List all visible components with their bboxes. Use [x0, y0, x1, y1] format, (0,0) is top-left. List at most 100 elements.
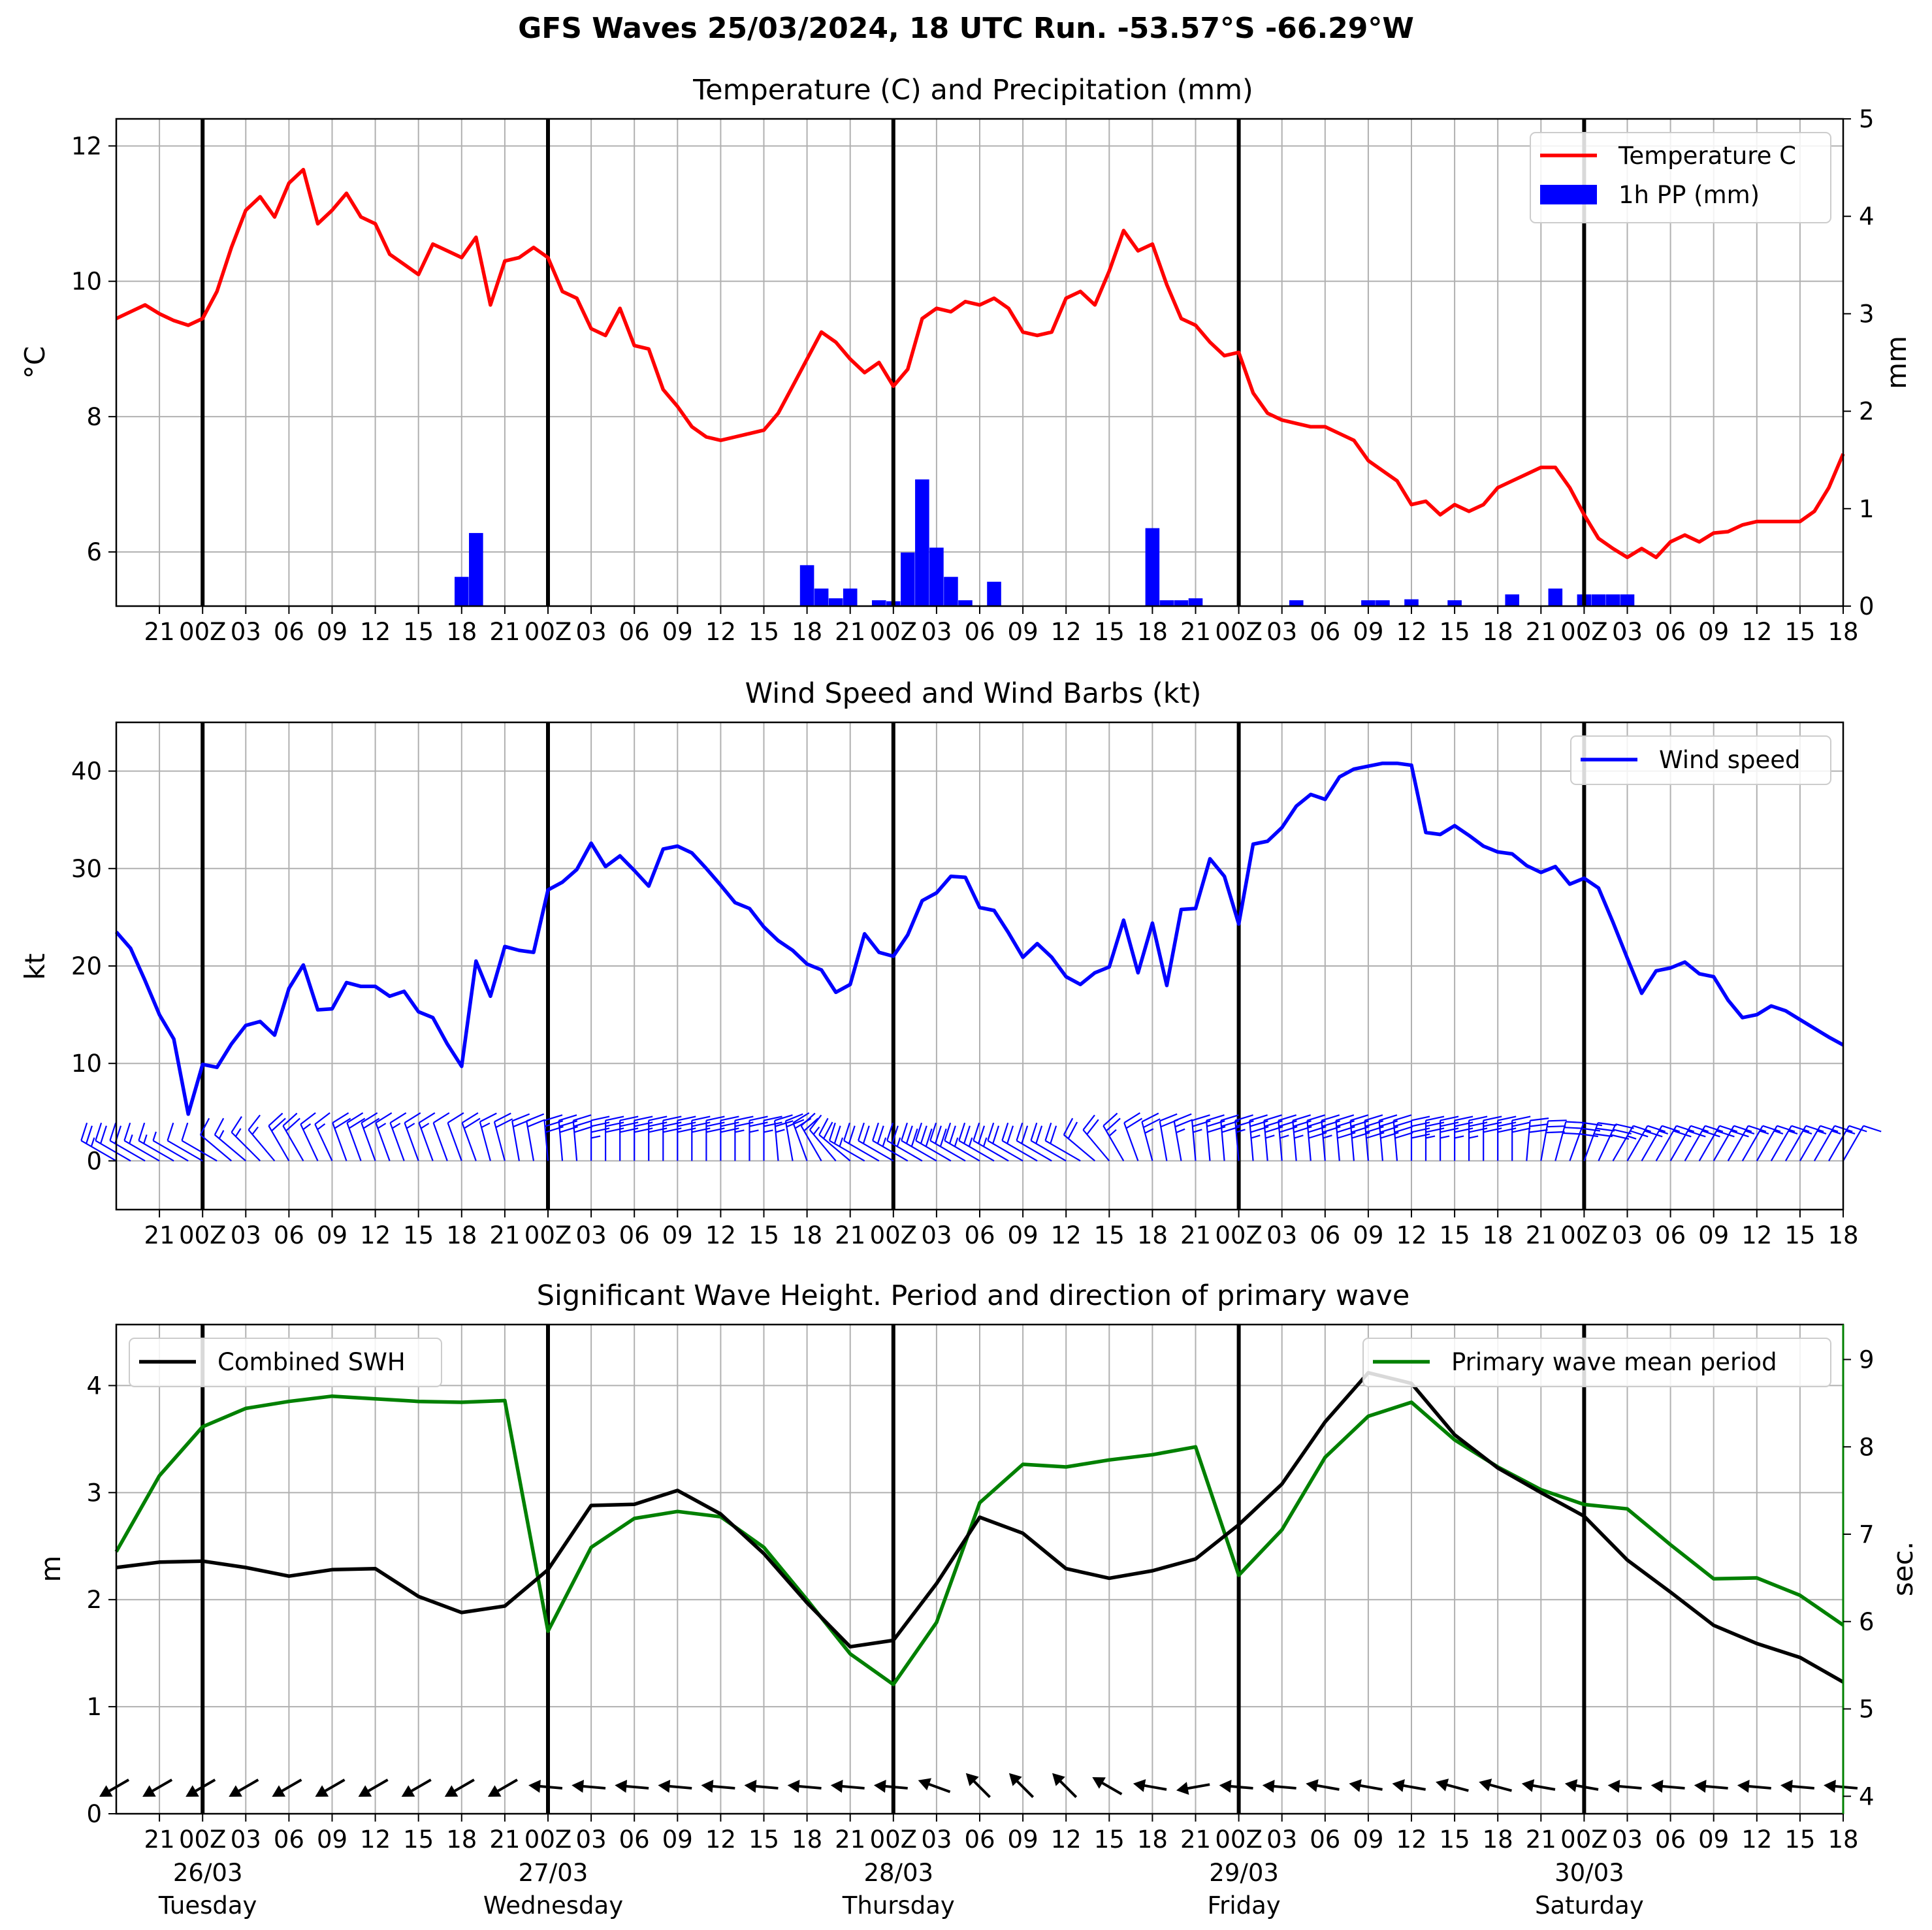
x-tick-label: 00Z: [1560, 1825, 1607, 1854]
wind-barb-shaft: [987, 1122, 1023, 1162]
x-tick-label: 21: [835, 1221, 865, 1249]
x-tick-label: 03: [1612, 618, 1643, 646]
wind-barb: [958, 1122, 995, 1162]
precip-bar: [987, 581, 1001, 606]
x-tick-label: 03: [576, 1221, 607, 1249]
x-tick-label: 12: [705, 1221, 736, 1249]
wind-barb: [1655, 1125, 1695, 1161]
wind-barb: [1554, 1121, 1585, 1161]
y-axis-label: °C: [19, 346, 51, 379]
wind-barb: [152, 1131, 189, 1162]
wind-barb: [1103, 1112, 1125, 1161]
wind-barb-shaft: [1364, 1114, 1385, 1161]
wave-direction-arrow: [1092, 1777, 1123, 1795]
wind-barb-shaft: [432, 1112, 450, 1161]
arrow-head: [272, 1785, 285, 1797]
wind-barb-shaft: [95, 1122, 131, 1162]
x-tick-label: 15: [403, 1825, 434, 1854]
x-tick-label: 15: [1094, 1221, 1125, 1249]
y-tick-label: 6: [86, 538, 102, 566]
x-tick-label: 21: [489, 1825, 520, 1854]
wind-barb-shaft: [1220, 1114, 1240, 1161]
wind-barb: [858, 1122, 894, 1162]
wind-barb-shaft: [231, 1116, 261, 1162]
wind-barb: [346, 1112, 366, 1161]
wind-barb-shaft: [1454, 1116, 1473, 1161]
wave-direction-arrow: [830, 1780, 865, 1793]
x-tick-label: 09: [1353, 1221, 1383, 1249]
precip-bar: [1447, 600, 1462, 606]
wind-barb-shaft: [809, 1114, 837, 1162]
wind-barb: [1727, 1125, 1767, 1161]
wind-barb-shaft: [199, 1118, 233, 1162]
wave-direction-arrow: [965, 1773, 991, 1798]
x-day-label: Tuesday: [158, 1891, 257, 1920]
y2-tick-label: 5: [1859, 1696, 1875, 1724]
wind-barb: [1454, 1116, 1473, 1161]
wind-barb: [1249, 1114, 1269, 1161]
x-tick-label: 03: [576, 618, 607, 646]
wind-barb-shaft: [1756, 1125, 1795, 1161]
x-tick-label: 03: [921, 618, 952, 646]
wind-barb-shaft: [944, 1122, 980, 1162]
wind-barb-shaft: [558, 1114, 578, 1161]
y2-tick-label: 3: [1859, 300, 1875, 328]
wind-barb: [929, 1122, 966, 1162]
wind-barb-shaft: [973, 1122, 1009, 1162]
x-tick-label: 09: [1008, 618, 1038, 646]
wind-barb: [404, 1112, 421, 1161]
wind-barb-shaft: [479, 1112, 497, 1161]
wind-barb-shaft: [1598, 1123, 1634, 1161]
x-tick-label: 15: [749, 1221, 779, 1249]
x-tick-label: 09: [662, 618, 693, 646]
wind-barb-shaft: [447, 1112, 464, 1161]
wind-barb: [1191, 1114, 1211, 1161]
x-date-label: 29/03: [1209, 1859, 1279, 1887]
wave-direction-arrow: [1521, 1779, 1556, 1792]
y-tick-label: 12: [71, 132, 102, 160]
y-tick-label: 30: [71, 855, 102, 883]
wind-barb: [361, 1112, 380, 1161]
wind-barb: [800, 1112, 822, 1161]
wind-barb-shaft: [929, 1122, 966, 1162]
wind-barb: [1843, 1125, 1882, 1161]
wind-barb-shaft: [1206, 1114, 1226, 1161]
wind-barb: [872, 1122, 909, 1162]
wave-direction-arrow: [787, 1780, 822, 1793]
precip-bar: [944, 577, 958, 606]
wind-barb: [901, 1122, 937, 1162]
wind-barb: [1278, 1114, 1298, 1161]
wind-barb-shaft: [605, 1116, 624, 1161]
panel-title: Temperature (C) and Precipitation (mm): [692, 74, 1253, 106]
x-tick-label: 06: [1655, 1221, 1686, 1249]
arrow-head: [1650, 1780, 1664, 1793]
wind-barb-shaft: [1393, 1114, 1413, 1161]
wave-direction-arrow: [615, 1780, 649, 1793]
x-tick-label: 12: [1396, 1221, 1426, 1249]
x-tick-label: 12: [1051, 618, 1082, 646]
x-tick-label: 15: [403, 1221, 434, 1249]
wave-direction-arrow: [1219, 1780, 1253, 1793]
x-tick-label: 15: [1784, 618, 1815, 646]
wave-direction-arrow: [401, 1778, 432, 1797]
wind-barb-shaft: [418, 1112, 436, 1161]
wave-direction-arrow: [185, 1778, 216, 1797]
y2-tick-label: 0: [1859, 592, 1875, 620]
x-tick-label: 18: [1827, 618, 1858, 646]
x-tick-label: 12: [705, 618, 736, 646]
x-tick-label: 03: [231, 1825, 261, 1854]
panel-title: Significant Wave Height. Period and dire…: [537, 1279, 1410, 1312]
x-tick-label: 00Z: [870, 618, 917, 646]
wind-barb: [590, 1116, 610, 1161]
wind-barb: [809, 1114, 837, 1162]
x-tick-label: 12: [360, 1825, 391, 1854]
x-tick-label: 18: [1137, 1825, 1168, 1854]
wind-barb-shaft: [1741, 1125, 1781, 1161]
wave-direction-arrow: [873, 1780, 908, 1793]
wind-barb-shaft: [1828, 1125, 1867, 1161]
legend-box: [1530, 132, 1831, 223]
arrow-head: [401, 1785, 415, 1797]
x-tick-label: 09: [1353, 1825, 1383, 1854]
y2-tick-label: 9: [1859, 1346, 1875, 1374]
wind-barb-shaft: [282, 1112, 304, 1161]
